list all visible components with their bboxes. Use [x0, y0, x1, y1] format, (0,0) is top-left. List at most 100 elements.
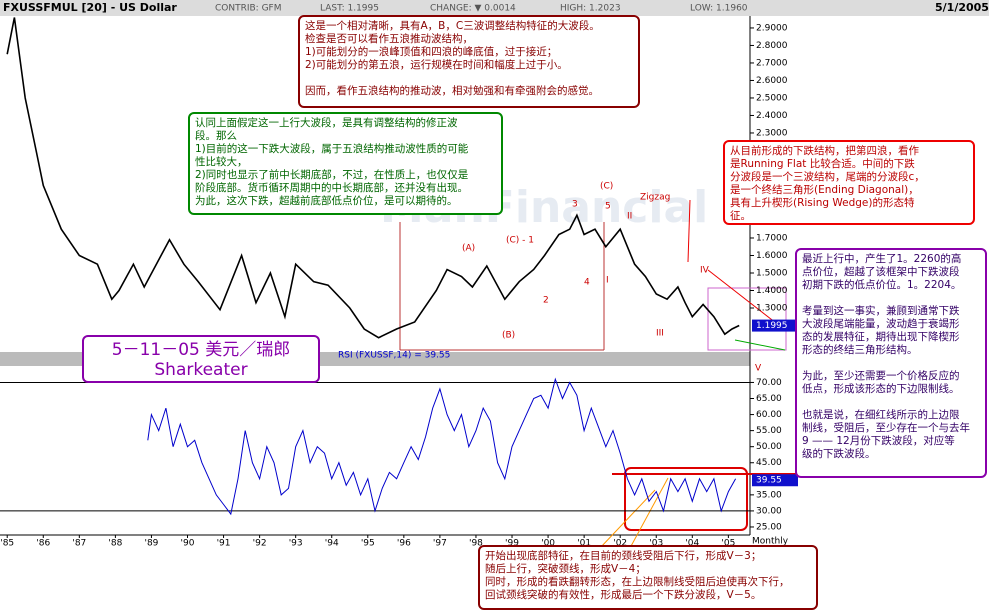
y-tick-label: 2.9000 [756, 23, 788, 33]
y-tick-label: 2.7000 [756, 58, 788, 68]
paragraph: 认同上面假定这一上行大波段，是具有调整结构的修正波 段。那么 1)目前的这一下跌大波… [195, 117, 496, 208]
x-tick-label: '90 [181, 539, 195, 549]
arrow [629, 477, 669, 549]
rsi-box [624, 467, 748, 531]
note-line: 是Running Flat 比较合适。中间的下跌 [730, 158, 915, 170]
x-tick-label: '00 [541, 539, 555, 549]
wave-label: (B) [502, 331, 515, 341]
note-line: 点价位，超越了该框架中下跌波段 [802, 266, 960, 278]
y-tick-label: 60.00 [756, 410, 782, 420]
x-tick-label: '04 [685, 539, 699, 549]
note-line: 具有上升楔形(Rising Wedge)的形态特 [730, 197, 915, 209]
wave-label: I [606, 276, 609, 286]
high: HIGH: 1.2023 [560, 4, 621, 14]
change: CHANGE: ▼ 0.0014 [430, 4, 516, 14]
last-value-box [752, 474, 798, 487]
x-tick-label: '01 [577, 539, 591, 549]
note-line: 是一个终结三角形(Ending Diagonal)， [730, 184, 919, 196]
note-line: 考量到这一事实，兼顾到通常下跌 [802, 305, 960, 317]
title: FXUSSFMUL [20] - US Dollar [3, 1, 177, 14]
x-tick-label: '92 [253, 539, 267, 549]
y-tick-label: 1.7000 [756, 233, 788, 243]
y-tick-label: 2.6000 [756, 76, 788, 86]
wave-label: 5 [605, 202, 611, 212]
x-tick-label: '05 [721, 539, 735, 549]
wave-label: 2 [543, 296, 549, 306]
wave-label: IV [700, 266, 710, 276]
note-line: 1)目前的这一下跌大波段，属于五浪结构推动波性质的可能 [195, 143, 469, 155]
y-tick-label: 1.4000 [756, 286, 788, 296]
y-tick-label: 25.00 [756, 522, 782, 532]
note-line: 1)可能划分的一浪峰顶值和四浪的峰底值，过于接近； [305, 46, 558, 58]
wave-label: (C) [600, 182, 613, 192]
note-purple: 最近上行中，产生了1。2260的高 点价位，超越了该框架中下跌波段 初期下跌的低点价… [795, 248, 987, 478]
paragraph: 因而，看作五浪结构的推动波，相对勉强和有牵强附会的感觉。 [305, 85, 633, 98]
y-tick-label: 45.00 [756, 458, 782, 468]
y-tick-label: 2.5000 [756, 93, 788, 103]
x-tick-label: '88 [108, 539, 122, 549]
note-line: 性比较大， [195, 156, 248, 168]
y-tick-label: 35.00 [756, 490, 782, 500]
date: 5/1/2005 [935, 1, 989, 14]
wave-label: (C) - 1 [506, 236, 534, 246]
x-tick-label: '03 [649, 539, 663, 549]
header-bar [0, 0, 989, 16]
note-line: 从目前形成的下跌结构，把第四浪，看作 [730, 145, 919, 157]
note-line: 低点，形成该形态的下边限制线。 [802, 383, 960, 395]
last: LAST: 1.1995 [320, 4, 379, 14]
y-tick-label: 55.00 [756, 426, 782, 436]
note-line: 最近上行中，产生了1。2260的高 [802, 253, 962, 265]
note-line: 检查是否可以看作五浪推动波结构， [305, 33, 473, 45]
signature-line: 5－11－05 美元／瑞郎 [111, 340, 291, 360]
wedge-box [707, 287, 787, 351]
x-tick-label: '87 [72, 539, 86, 549]
x-tick-label: '98 [469, 539, 483, 549]
y-tick-label: 2.8000 [756, 41, 788, 51]
note-line: 2)同时也显示了前中长期底部，不过，在性质上，也仅仅是 [195, 169, 469, 181]
series-line [6, 17, 740, 339]
x-tick-label: '97 [433, 539, 447, 549]
low: LOW: 1.1960 [690, 4, 748, 14]
x-tick-label: '94 [325, 539, 339, 549]
note-line: 认同上面假定这一上行大波段，是具有调整结构的修正波 [195, 117, 458, 129]
x-tick-label: '85 [0, 539, 14, 549]
x-tick-label: '99 [505, 539, 519, 549]
last-value-box [752, 319, 798, 332]
note-top: 这是一个相对清晰，具有A，B，C三波调整结构特征的大波段。 检查是否可以看作五浪推… [298, 15, 640, 108]
last-value-label: 39.55 [756, 476, 782, 486]
x-tick-label: '89 [144, 539, 158, 549]
y-tick-label: 2.3000 [756, 128, 788, 138]
note-line: 态的发展特征，期待出现下降楔形 [802, 331, 960, 343]
y-tick-label: 50.00 [756, 442, 782, 452]
note-line: 也就是说，在细红线所示的上边限 [802, 409, 960, 421]
last-value-label: 1.1995 [756, 321, 788, 331]
note-line: 段。那么 [195, 130, 237, 142]
note-line: 为此，至少还需要一个价格反应的 [802, 370, 960, 382]
paragraph: 开始出现底部特征，在目前的颈线受阻后下行，形成V－3； 随后上行，突破颈线，形成… [485, 550, 811, 602]
note-line: 形态的终结三角形结构。 [802, 344, 918, 356]
note-line: 级的下跌波段。 [802, 448, 876, 460]
paragraph: 最近上行中，产生了1。2260的高 点价位，超越了该框架中下跌波段 初期下跌的低点价… [802, 253, 980, 292]
y-tick-label: 1.5000 [756, 268, 788, 278]
y-tick-label: 30.00 [756, 506, 782, 516]
wave-label: (A) [462, 244, 475, 254]
arrow [687, 199, 691, 263]
arrow [599, 489, 656, 549]
note-line: 因而，看作五浪结构的推动波，相对勉强和有牵强附会的感觉。 [305, 85, 599, 97]
y-tick-label: 2.4000 [756, 111, 788, 121]
note-line: 制线，受阻后，至少存在一个与去年 [802, 422, 970, 434]
note-line: 征。 [730, 210, 751, 222]
wave-label: III [656, 329, 664, 339]
signature-line: Sharkeater [154, 360, 248, 380]
note-line: 初期下跌的低点价位。1。2204。 [802, 279, 962, 291]
paragraph: 为此，至少还需要一个价格反应的 低点，形成该形态的下边限制线。 [802, 370, 980, 396]
wave-label: II [627, 212, 632, 222]
paragraph: 这是一个相对清晰，具有A，B，C三波调整结构特征的大波段。 检查是否可以看作五浪推… [305, 20, 633, 72]
y-tick-label: 70.00 [756, 378, 782, 388]
note-line: 这是一个相对清晰，具有A，B，C三波调整结构特征的大波段。 [305, 20, 600, 32]
note-line: 9 —— 12月份下跌波段，对应等 [802, 435, 955, 447]
x-tick-label: '96 [397, 539, 411, 549]
rsi-title: RSI (FXUSSF,14) = 39.55 [338, 351, 450, 361]
